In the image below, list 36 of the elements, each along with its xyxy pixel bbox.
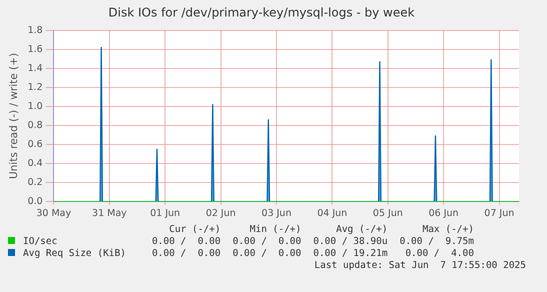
y-tick-label: 1.4: [28, 62, 43, 74]
text: Max (-/+): [421, 224, 474, 236]
text: Cur (-/+): [168, 224, 221, 236]
x-tick-label: 03 Jun: [262, 208, 292, 219]
legend-label: IO/sec: [22, 236, 58, 248]
y-tick-label: 1.0: [28, 100, 43, 112]
chart-title: Disk IOs for /dev/primary-key/mysql-logs - by week: [108, 5, 415, 20]
y-tick-label: 1.2: [28, 82, 43, 93]
y-tick-label: 1.6: [28, 44, 43, 55]
x-tick-label: 06 Jun: [428, 208, 459, 219]
legend-label: Avg Req Size (KiB): [22, 248, 127, 260]
text: Avg (-/+): [335, 224, 388, 236]
y-tick-label: 0.4: [28, 158, 43, 170]
text: 0.00 / 19.21m: [312, 248, 388, 260]
x-tick-label: 07 Jun: [484, 208, 514, 219]
text: 0.00 / 0.00: [232, 248, 302, 260]
y-tick-label: 0.6: [28, 139, 43, 150]
x-tick-label: 01 Jun: [150, 208, 180, 219]
text: 0.00 / 4.00: [404, 248, 474, 260]
text: Last update: Sat Jun 7 17:55:00 2025: [314, 260, 526, 271]
x-tick-label: 05 Jun: [372, 208, 403, 219]
text: Min (-/+): [248, 224, 302, 236]
text: 0.00 / 9.75m: [398, 236, 474, 248]
x-tick-label: 04 Jun: [317, 208, 348, 219]
y-tick-label: 0.0: [28, 196, 43, 208]
text: 0.00 / 0.00: [232, 236, 302, 248]
x-tick-label: 31 May: [92, 208, 128, 219]
text: 0.00 / 0.00: [150, 236, 221, 248]
x-tick-label: 30 May: [36, 208, 72, 219]
text: 0.00 / 0.00: [150, 248, 221, 260]
text: 0.00 / 38.90u: [312, 236, 388, 248]
y-tick-label: 0.8: [28, 120, 43, 131]
y-tick-label: 0.2: [28, 177, 43, 188]
y-axis-title: Units read (-) / write (+): [8, 52, 20, 180]
x-tick-label: 02 Jun: [206, 208, 236, 219]
y-tick-label: 1.8: [28, 24, 43, 36]
